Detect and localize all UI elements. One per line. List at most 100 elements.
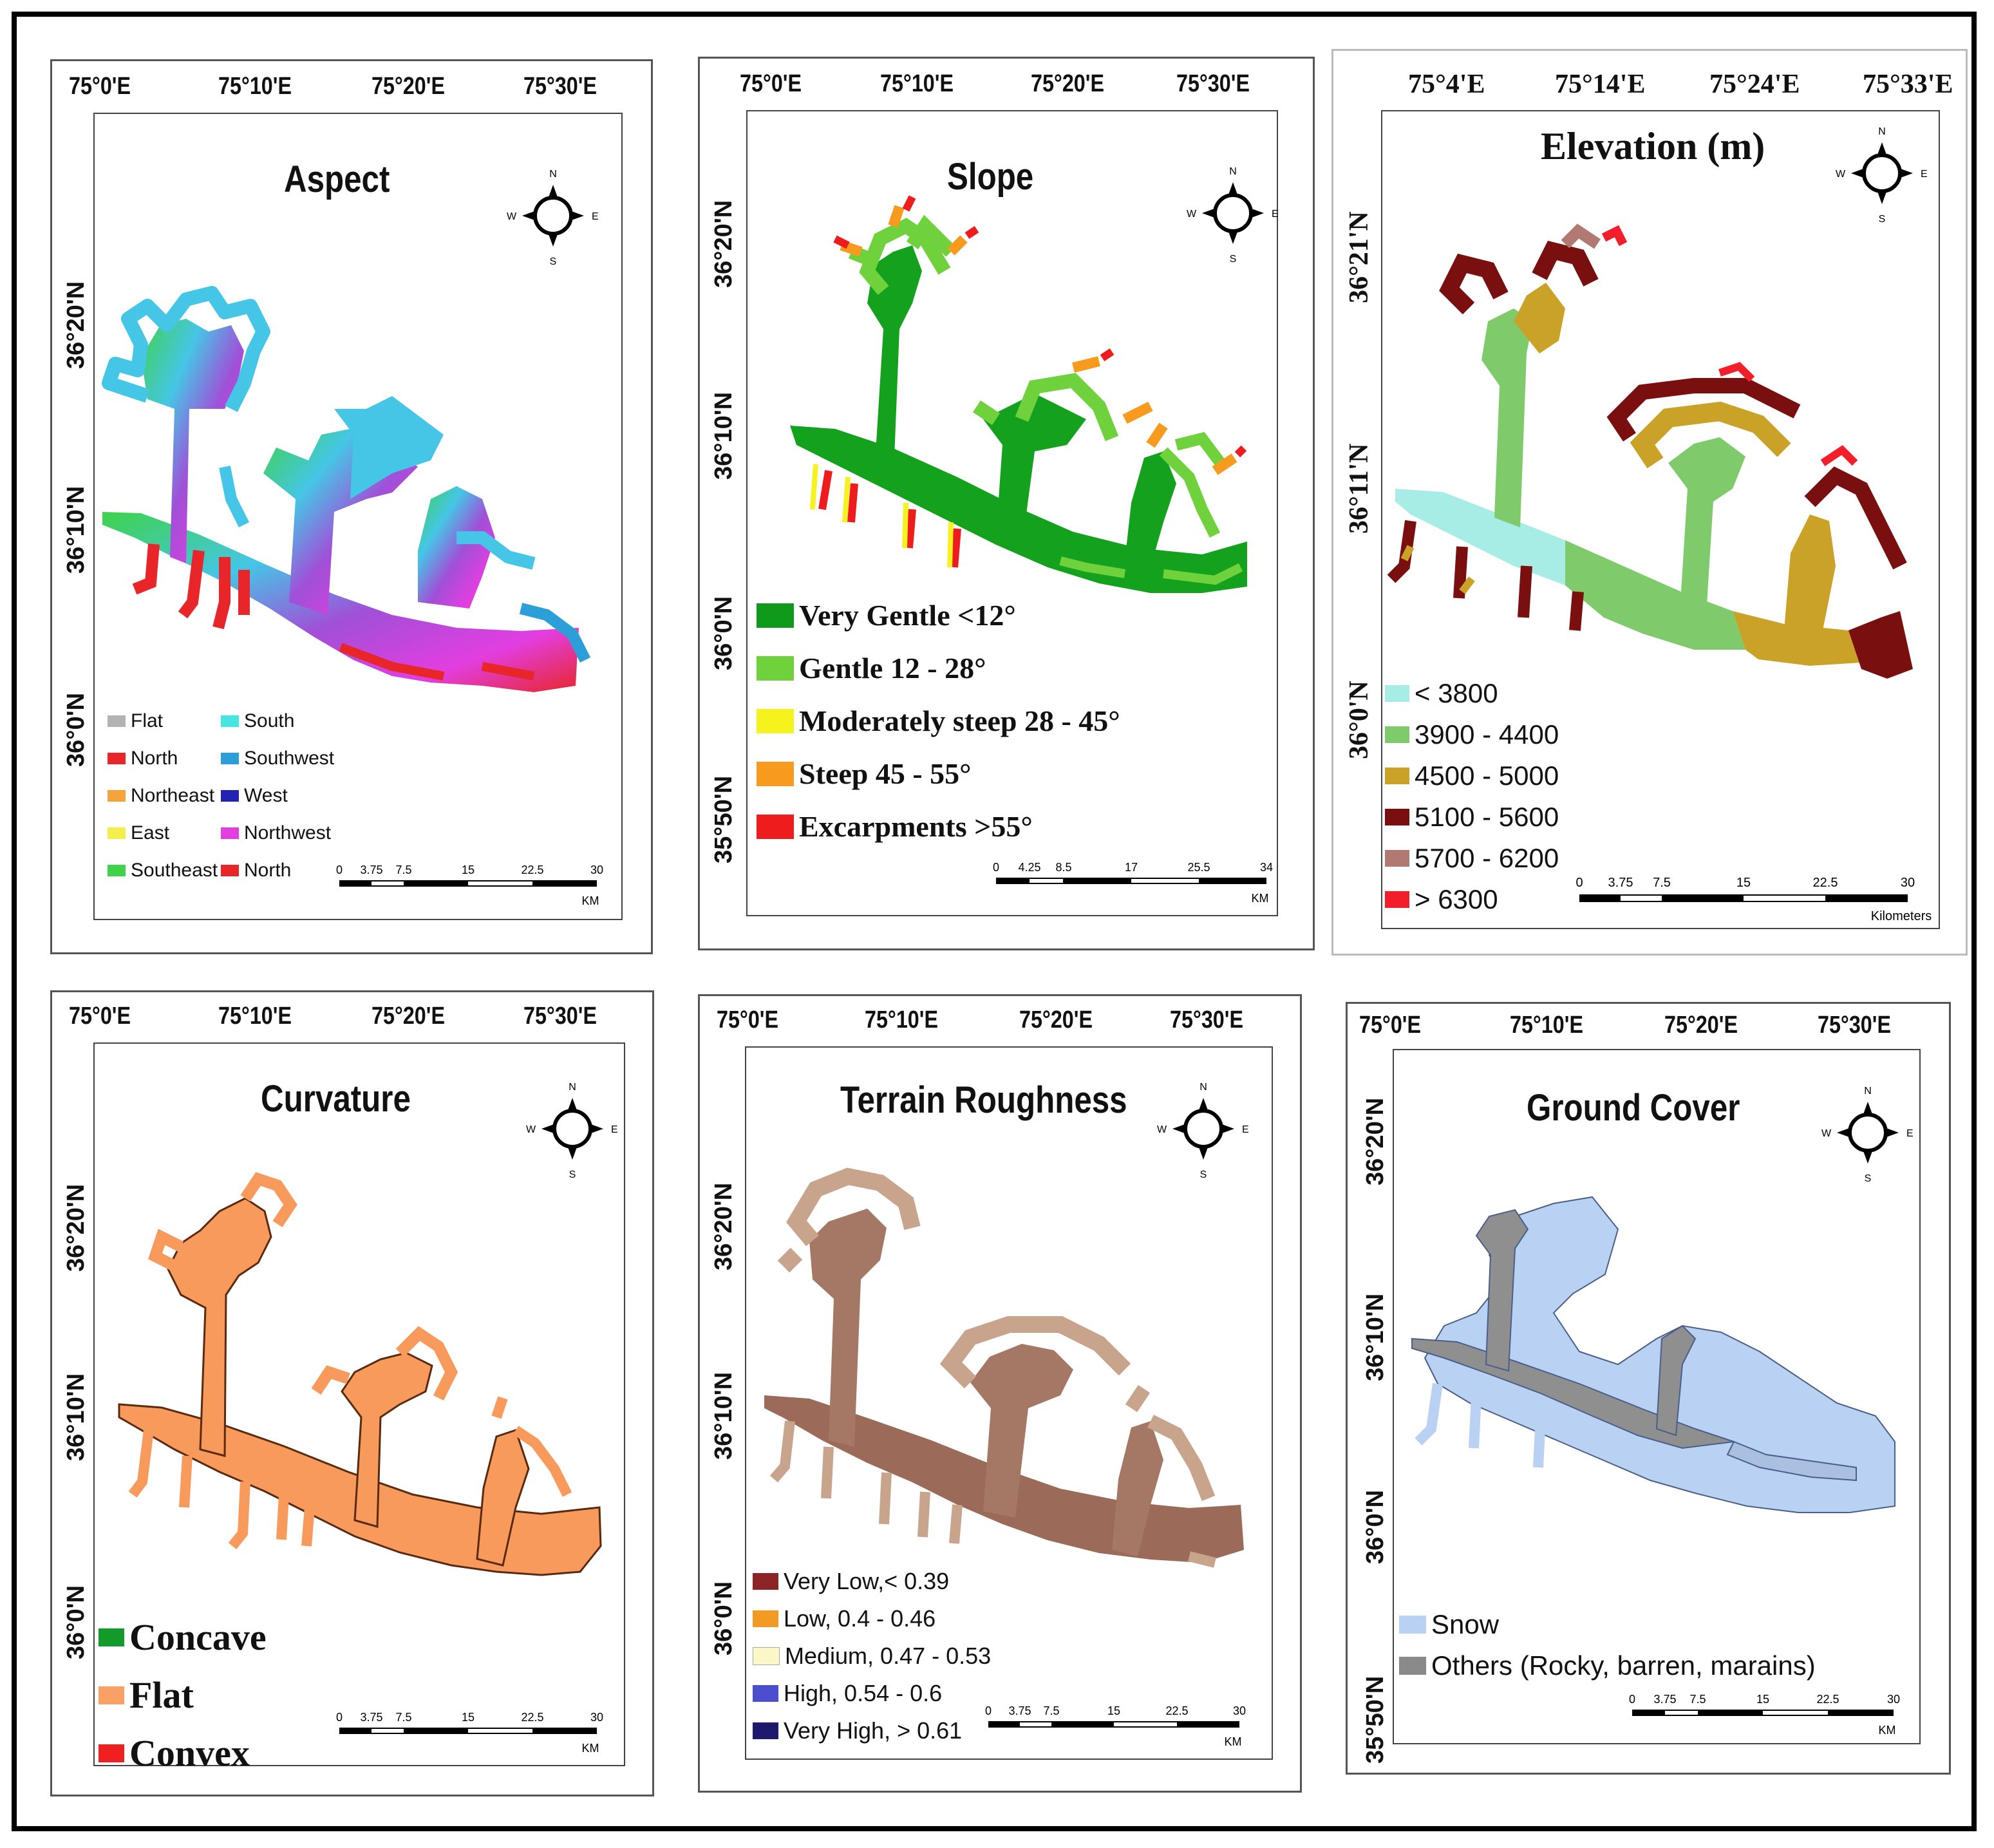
legend-label: North	[244, 860, 292, 881]
legend-label: 5100 - 5600	[1415, 802, 1559, 832]
legend-swatch	[757, 761, 794, 786]
scale-tick: 30	[590, 863, 603, 876]
legend-item: Steep 45 - 55°	[757, 757, 972, 791]
glacier-ground-cover	[1411, 1196, 1895, 1513]
legend-item: Low, 0.4 - 0.46	[753, 1605, 936, 1632]
scale-tick: 30	[590, 1711, 603, 1724]
lon-tick-2: 75°10'E	[880, 70, 954, 97]
compass-w: W	[1821, 1128, 1832, 1139]
scale-unit: KM	[582, 1742, 599, 1755]
legend-swatch	[753, 1647, 780, 1665]
legend-item: Very Gentle <12°	[757, 598, 1016, 632]
legend-swatch	[1385, 768, 1409, 784]
legend-item: Snow	[1399, 1609, 1499, 1640]
scale-tick: 8.5	[1055, 861, 1071, 874]
legend-swatch	[108, 715, 126, 727]
scale-tick: 0	[336, 863, 343, 876]
glacier-curvature	[118, 1172, 602, 1576]
legend-label: South	[244, 710, 295, 731]
scale-tick: 0	[993, 861, 999, 874]
lon-tick-3: 75°20'E	[372, 1003, 446, 1030]
panel-elevation: 75°4'E 75°14'E 75°24'E 75°33'E 36°21'N 3…	[1331, 49, 1968, 956]
legend-label: Excarpments >55°	[799, 810, 1033, 843]
lon-tick-4: 75°30'E	[1170, 1006, 1244, 1033]
legend-label: Very High, > 0.61	[784, 1717, 963, 1744]
map-frame-slope	[746, 110, 1278, 916]
panel-roughness: 75°0'E 75°10'E 75°20'E 75°30'E 36°20'N 3…	[698, 994, 1302, 1793]
map-title: Curvature	[261, 1078, 411, 1120]
legend-label: > 6300	[1415, 884, 1498, 914]
compass-n: N	[549, 169, 557, 180]
scale-tick: 25.5	[1187, 861, 1210, 874]
legend-item: Very Low,< 0.39	[753, 1568, 949, 1595]
glacier-elevation	[1387, 223, 1913, 679]
legend-item: Concave	[99, 1616, 267, 1659]
scale-tick: 7.5	[395, 863, 411, 876]
scale-tick: 15	[462, 1711, 475, 1724]
lon-tick-3: 75°24'E	[1709, 70, 1800, 99]
compass-w: W	[1836, 169, 1846, 180]
glacier-map-aspect	[102, 286, 591, 692]
scale-tick: 0	[336, 1711, 343, 1724]
compass-s: S	[1879, 214, 1886, 225]
legend-swatch	[1399, 1616, 1426, 1634]
lon-tick-2: 75°10'E	[218, 1003, 292, 1030]
scale-tick: 22.5	[521, 863, 543, 876]
legend-label: Snow	[1431, 1609, 1500, 1639]
map-frame-aspect	[93, 113, 623, 920]
legend-label: Moderately steep 28 - 45°	[799, 704, 1120, 737]
glacier-roughness	[764, 1167, 1244, 1568]
scale-tick: 15	[462, 863, 475, 876]
legend-item: Southeast	[108, 860, 218, 882]
legend-item: 5100 - 5600	[1385, 802, 1559, 833]
scale-tick: 22.5	[1816, 1693, 1839, 1706]
legend-swatch	[221, 715, 239, 727]
panel-ground-cover: 75°0'E 75°10'E 75°20'E 75°30'E 36°20'N 3…	[1346, 1002, 1951, 1775]
scale-unit: KM	[1225, 1735, 1242, 1748]
figure-frame	[12, 12, 1977, 1831]
compass-w: W	[507, 211, 517, 222]
scale-bar-roughness: 0 3.75 7.5 15 22.5 30 KM	[985, 1704, 1246, 1748]
legend-item: 5700 - 6200	[1385, 843, 1559, 874]
lon-tick-1: 75°0'E	[1359, 1012, 1422, 1039]
legend-label: 5700 - 6200	[1415, 843, 1559, 873]
legend-swatch	[1385, 850, 1409, 867]
legend-item: 3900 - 4400	[1385, 719, 1559, 750]
scale-tick: 22.5	[1165, 1704, 1188, 1717]
panel-aspect: 75°0'E 75°10'E 75°20'E 75°30'E 36°20'N 3…	[50, 59, 653, 954]
legend-label: Concave	[129, 1616, 267, 1658]
legend-label: Convex	[129, 1732, 250, 1774]
glacier-map-curvature	[118, 1172, 602, 1576]
compass-e: E	[1242, 1124, 1249, 1135]
compass-n: N	[1864, 1086, 1872, 1097]
legend-swatch	[221, 753, 239, 764]
legend-label: Steep 45 - 55°	[799, 757, 972, 790]
legend-swatch	[108, 827, 126, 839]
compass-n: N	[1878, 126, 1886, 137]
map-title: Ground Cover	[1527, 1087, 1740, 1129]
lon-tick-2: 75°10'E	[1510, 1012, 1584, 1039]
legend-label: Low, 0.4 - 0.46	[784, 1605, 936, 1632]
legend-item: > 6300	[1385, 884, 1498, 915]
legend-swatch	[757, 655, 794, 681]
legend-item: Flat	[99, 1674, 194, 1717]
scale-tick: 30	[1901, 876, 1915, 890]
map-title: Aspect	[284, 158, 390, 200]
lon-tick-4: 75°30'E	[523, 1003, 597, 1030]
map-title: Slope	[947, 156, 1034, 198]
legend-item: Northwest	[221, 822, 331, 844]
legend-swatch	[753, 1573, 778, 1590]
scale-bar-curvature: 0 3.75 7.5 15 22.5 30 KM	[336, 1711, 603, 1755]
legend-item: Flat	[108, 710, 163, 732]
panel-curvature: 75°0'E 75°10'E 75°20'E 75°30'E 36°20'N 3…	[50, 990, 654, 1796]
scale-tick: 15	[1756, 1693, 1769, 1706]
legend-swatch	[99, 1744, 124, 1762]
legend-item: Northeast	[108, 785, 214, 807]
compass-e: E	[592, 211, 599, 222]
scale-tick: 7.5	[1653, 876, 1671, 890]
scale-unit: KM	[1879, 1724, 1896, 1737]
legend-swatch	[108, 753, 126, 764]
scale-bar-ground-cover: 0 3.75 7.5 15 22.5 30 KM	[1629, 1693, 1900, 1737]
legend-label: Northwest	[244, 822, 332, 844]
map-frame-ground-cover	[1393, 1049, 1921, 1744]
